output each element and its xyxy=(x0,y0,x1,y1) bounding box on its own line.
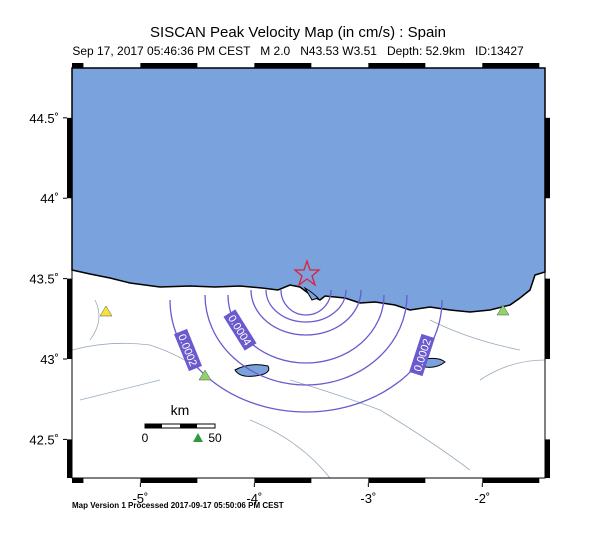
frame-segment xyxy=(254,63,312,68)
frame xyxy=(67,63,550,483)
x-tick-label: -2˚ xyxy=(474,491,490,506)
contour-label-box xyxy=(174,328,202,372)
y-tick-label: 44.5˚ xyxy=(29,111,59,126)
frame-segment xyxy=(67,117,72,199)
stations xyxy=(99,304,510,381)
epicenter xyxy=(293,258,321,287)
y-tick-label: 42.5˚ xyxy=(29,432,59,447)
rivers xyxy=(71,299,546,479)
frame-segment xyxy=(140,63,198,68)
frame-segment xyxy=(545,439,550,478)
contour-label-box xyxy=(409,333,435,377)
frame-segment xyxy=(545,278,550,360)
sea xyxy=(71,67,546,313)
scale-unit: km xyxy=(171,402,190,418)
frame-segment xyxy=(482,63,540,68)
scale-start: 0 xyxy=(142,431,149,445)
scale-end: 50 xyxy=(208,431,222,445)
x-tick-label: -5˚ xyxy=(132,491,148,506)
frame-segment xyxy=(545,117,550,199)
title: SISCAN Peak Velocity Map (in cm/s) : Spa… xyxy=(150,24,446,41)
frame-segment xyxy=(140,478,198,483)
x-tick-label: -4˚ xyxy=(246,491,262,506)
ticks: -5˚ -4˚ -3˚ -2˚ 42.5˚ 43˚ 43.5˚ 44˚ 44.5˚ xyxy=(29,111,490,506)
y-tick-label: 43.5˚ xyxy=(29,272,59,287)
x-tick-label: -3˚ xyxy=(360,491,376,506)
y-tick-label: 43˚ xyxy=(40,352,59,367)
frame-segment xyxy=(72,63,84,68)
frame-segment xyxy=(368,478,426,483)
frame-segment xyxy=(482,478,540,483)
y-tick-label: 44˚ xyxy=(40,191,59,206)
footer: Map Version 1 Processed 2017-09-17 05:50… xyxy=(72,501,284,510)
frame-segment xyxy=(368,63,426,68)
scale-bar: km 0 50 xyxy=(142,402,222,445)
contour-label-box xyxy=(223,309,257,351)
subtitle: Sep 17, 2017 05:46:36 PM CEST M 2.0 N43.… xyxy=(72,44,524,58)
frame-segment xyxy=(72,478,84,483)
frame-segment xyxy=(67,278,72,360)
frame-segment xyxy=(254,478,312,483)
frame-segment xyxy=(67,439,72,478)
